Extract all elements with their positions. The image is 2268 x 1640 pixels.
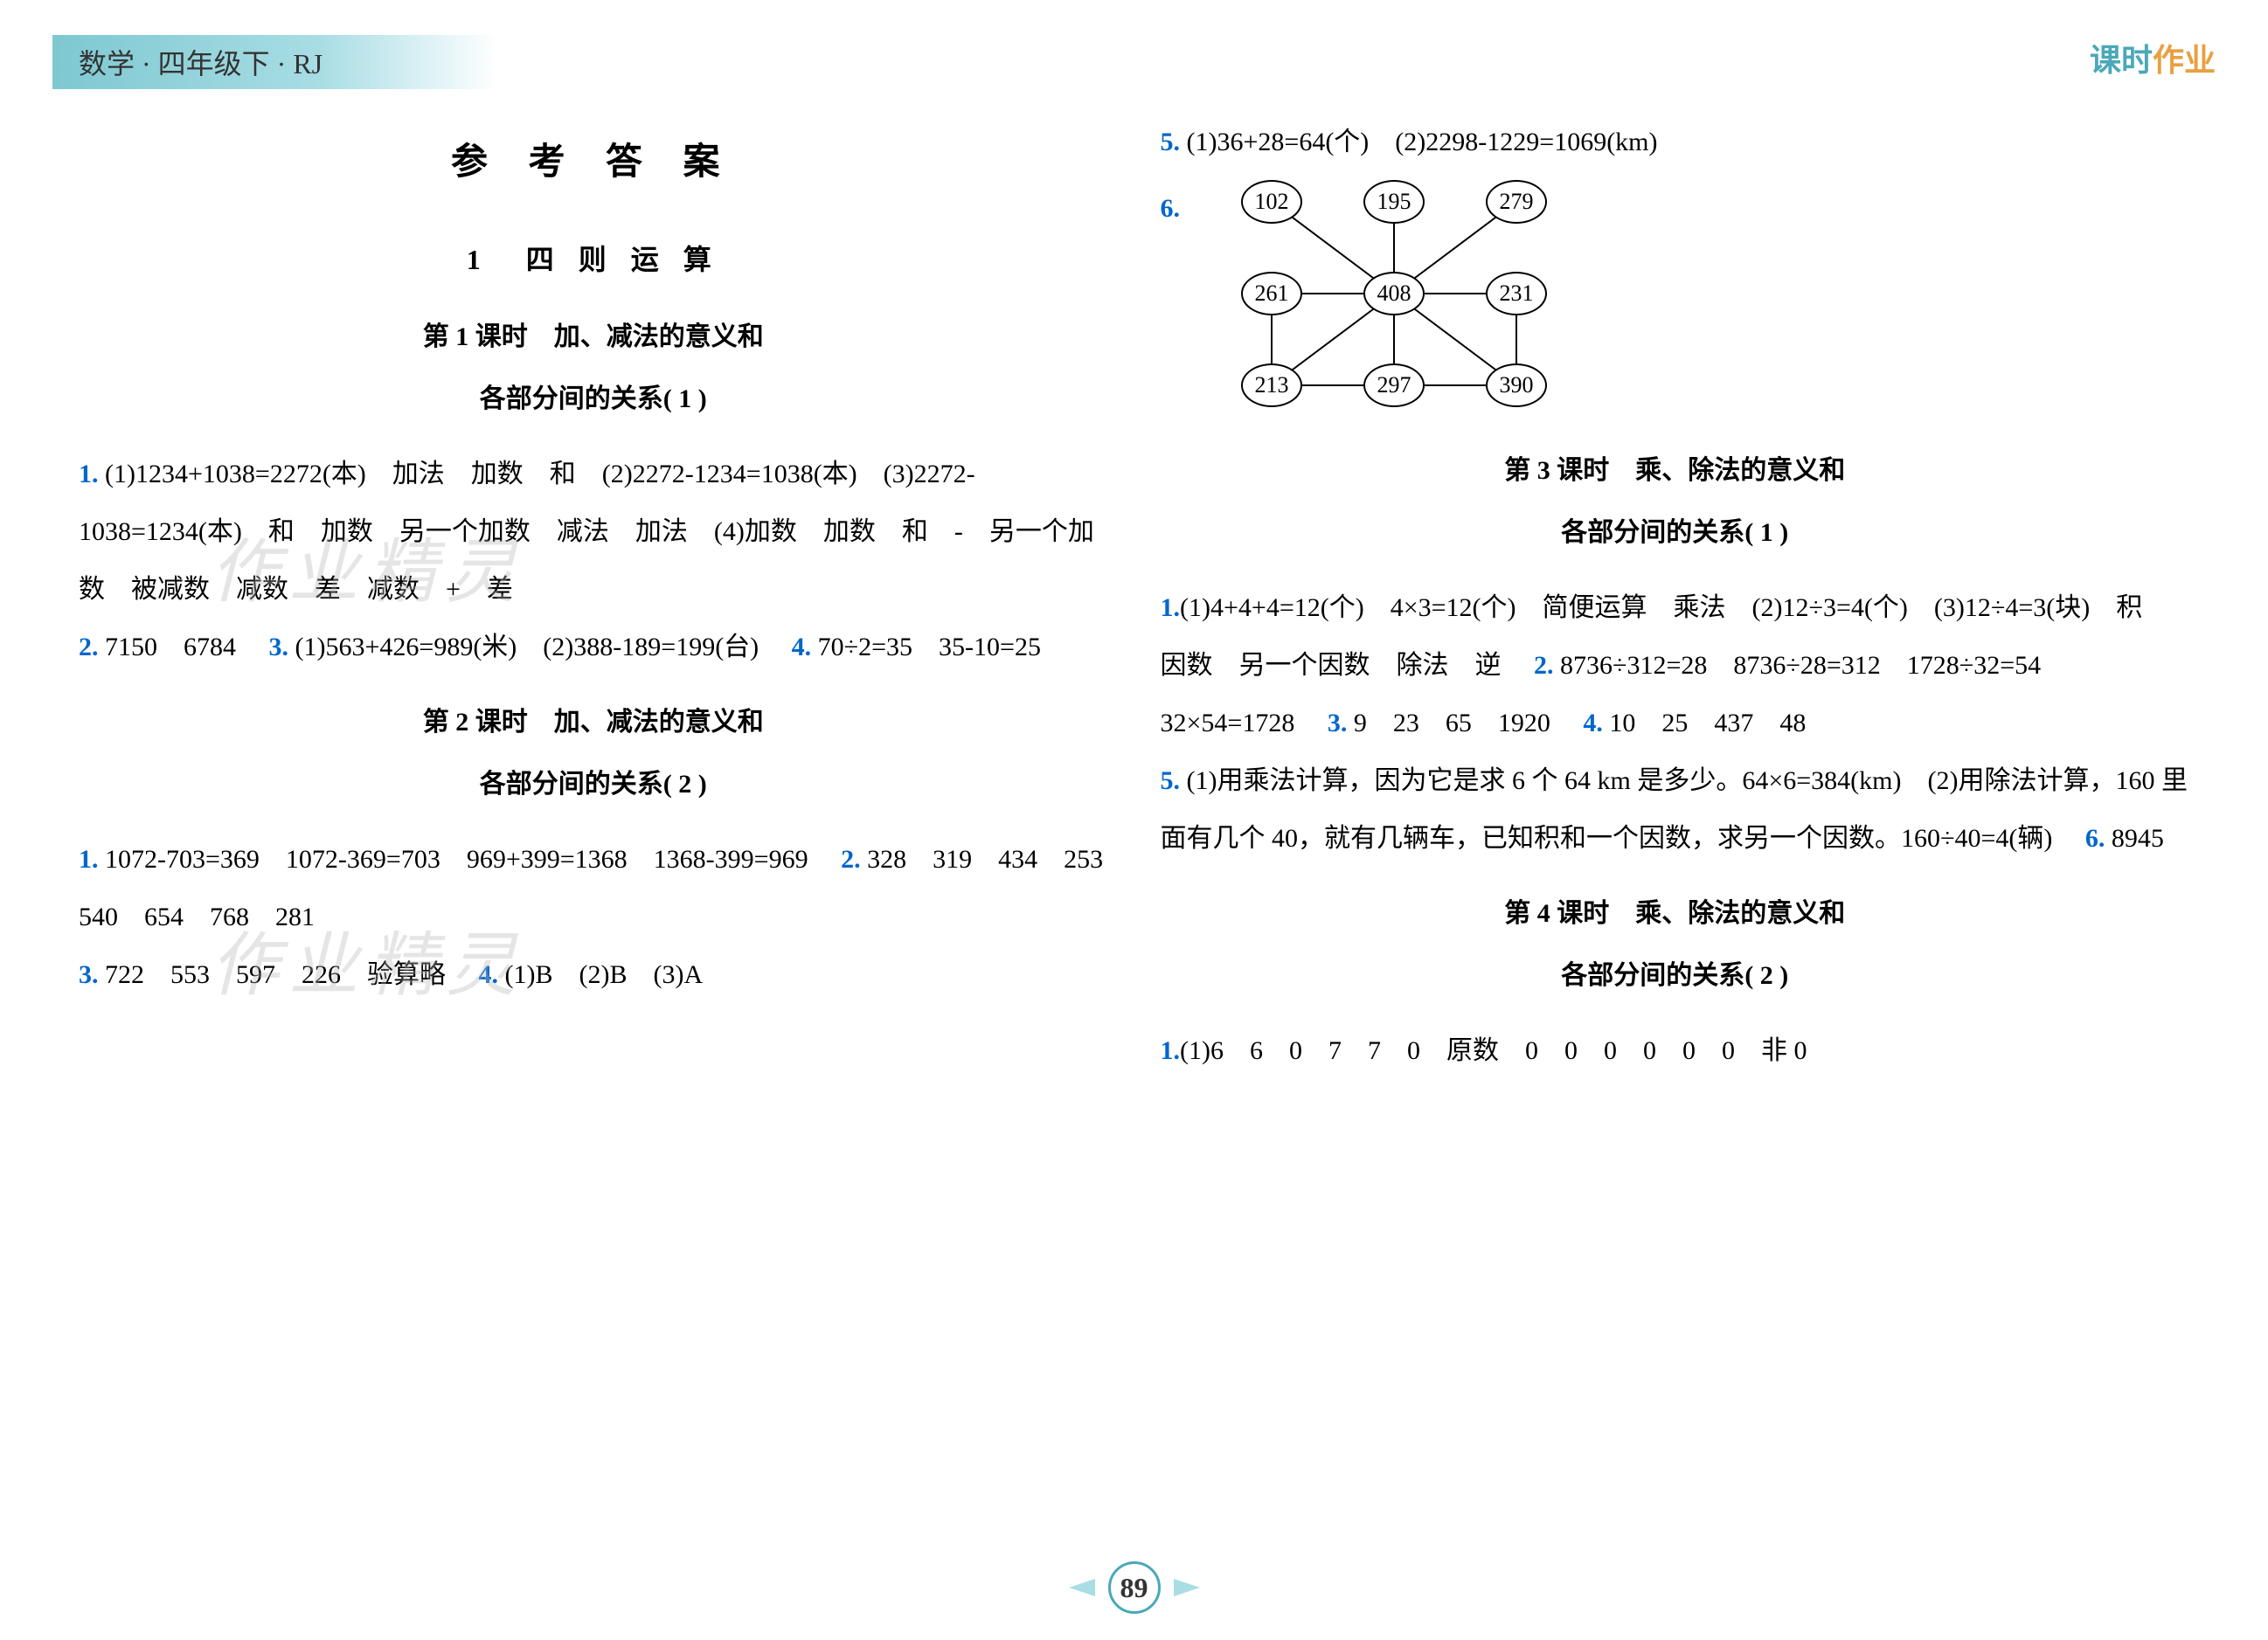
brand-char-4: 业: [2184, 43, 2216, 78]
question-number: 6.: [1161, 180, 1181, 238]
diagram-node: 195: [1363, 180, 1425, 224]
question-number: 6.: [2085, 824, 2112, 853]
header-brand: 课时作业: [2090, 35, 2216, 80]
answer-text: (1)用乘法计算，因为它是求 6 个 64 km 是多少。64×6=384(km…: [1161, 766, 2188, 853]
diagram-node: 261: [1241, 272, 1302, 315]
lesson-3-title-b: 各部分间的关系( 1 ): [1161, 504, 2190, 562]
q5-row: 5. (1)36+28=64(个) (2)2298-1229=1069(km): [1161, 114, 2190, 171]
answer-text: (1)1234+1038=2272(本) 加法 加数 和 (2)2272-123…: [79, 460, 1094, 604]
question-number: 4.: [479, 960, 505, 989]
question-number: 2.: [1534, 651, 1560, 680]
diagram-node: 213: [1241, 363, 1302, 407]
question-number: 2.: [841, 845, 867, 874]
brand-char-1: 课: [2090, 43, 2121, 78]
diagram-node: 279: [1486, 180, 1547, 224]
answers-title: 参 考 答 案: [79, 122, 1108, 203]
brand-char-2: 时: [2121, 43, 2153, 78]
lesson-4-title-b: 各部分间的关系( 2 ): [1161, 947, 2190, 1005]
page-number-circle: 89: [1108, 1561, 1161, 1614]
content-columns: 参 考 答 案 1 四 则 运 算 第 1 课时 加、减法的意义和 各部分间的关…: [79, 114, 2189, 1553]
question-number: 4.: [792, 633, 818, 661]
diagram-node: 408: [1363, 272, 1425, 315]
answer-text: 10 25 437 48: [1609, 709, 1806, 737]
brand-char-3: 作: [2153, 43, 2184, 78]
question-number: 5.: [1161, 128, 1187, 156]
right-column: 5. (1)36+28=64(个) (2)2298-1229=1069(km) …: [1161, 114, 2190, 1553]
question-number: 1.: [79, 460, 105, 488]
answer-text: 9 23 65 1920: [1354, 709, 1550, 737]
answer-text: 70÷2=35 35-10=25: [818, 633, 1041, 661]
question-number: 1.: [1161, 1036, 1181, 1065]
lesson4-content: 1.(1)6 6 0 7 7 0 原数 0 0 0 0 0 0 非 0: [1161, 1022, 2190, 1080]
answer-text: (1)B (2)B (3)A: [505, 960, 704, 989]
question-number: 4.: [1583, 709, 1609, 737]
question-number: 2.: [79, 633, 105, 661]
diagram-node: 231: [1486, 272, 1547, 315]
answer-text: 7150 6784: [105, 633, 236, 661]
lesson1-content: 1. (1)1234+1038=2272(本) 加法 加数 和 (2)2272-…: [79, 446, 1108, 676]
question-number: 3.: [1328, 709, 1354, 737]
answer-text: 1072-703=369 1072-369=703 969+399=1368 1…: [105, 845, 808, 874]
number-diagram: 102 195 279 261 408 231 213 297 390: [1215, 180, 1582, 407]
page-decoration-left: [1069, 1579, 1095, 1596]
lesson2-content: 1. 1072-703=369 1072-369=703 969+399=136…: [79, 831, 1108, 1004]
page-number: 89: [1069, 1561, 1200, 1614]
answer-text: 8945: [2112, 824, 2164, 853]
lesson3-content: 1.(1)4+4+4=12(个) 4×3=12(个) 简便运算 乘法 (2)12…: [1161, 579, 2190, 868]
answer-text: (1)36+28=64(个) (2)2298-1229=1069(km): [1187, 128, 1658, 156]
lesson-3-title-a: 第 3 课时 乘、除法的意义和: [1161, 442, 2190, 500]
question-number: 3.: [269, 633, 295, 661]
lesson-2-title-b: 各部分间的关系( 2 ): [79, 756, 1108, 813]
lesson-4-title-a: 第 4 课时 乘、除法的意义和: [1161, 885, 2190, 943]
chapter-title: 1 四 则 运 算: [79, 229, 1108, 290]
question-number: 1.: [79, 845, 105, 874]
answer-text: (1)563+426=989(米) (2)388-189=199(台): [295, 633, 759, 661]
lesson-1-title-a: 第 1 课时 加、减法的意义和: [79, 308, 1108, 366]
page-header: 数学 · 四年级下 · RJ 课时作业: [52, 35, 2216, 87]
page-decoration-right: [1174, 1579, 1200, 1596]
diagram-node: 102: [1241, 180, 1302, 224]
question-number: 1.: [1161, 593, 1181, 622]
lesson-2-title-a: 第 2 课时 加、减法的意义和: [79, 694, 1108, 751]
question-number: 5.: [1161, 766, 1187, 795]
left-column: 参 考 答 案 1 四 则 运 算 第 1 课时 加、减法的意义和 各部分间的关…: [79, 114, 1108, 1553]
diagram-node: 390: [1486, 363, 1547, 407]
answer-text: 722 553 597 226 验算略: [105, 960, 446, 989]
lesson-1-title-b: 各部分间的关系( 1 ): [79, 370, 1108, 428]
question-number: 3.: [79, 960, 105, 989]
q6-row: 6. 102 195 279 261 408 231 213 297 390: [1161, 171, 2190, 425]
answer-text: (1)6 6 0 7 7 0 原数 0 0 0 0 0 0 非 0: [1180, 1036, 1807, 1065]
header-subject: 数学 · 四年级下 · RJ: [52, 35, 497, 89]
diagram-node: 297: [1363, 363, 1425, 407]
